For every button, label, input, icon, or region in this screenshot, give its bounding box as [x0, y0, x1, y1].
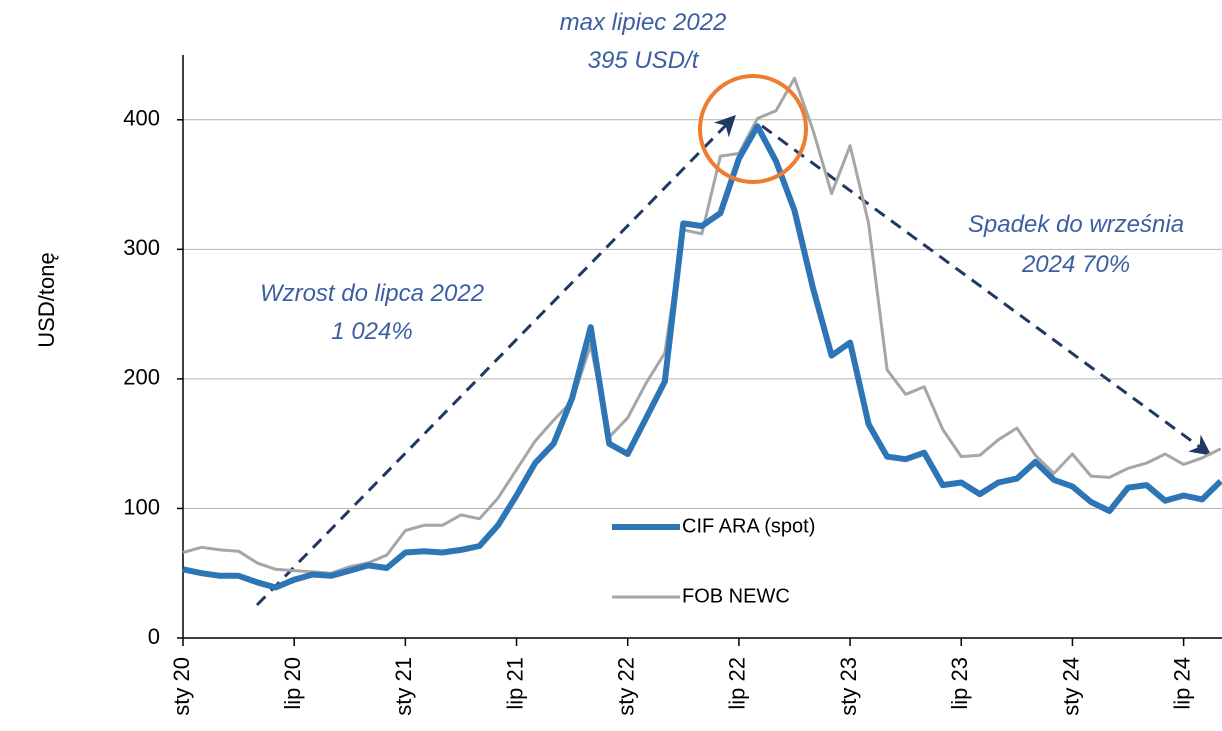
y-tick-label: 200 [123, 365, 160, 390]
annotation: Spadek do września [968, 211, 1184, 238]
x-tick-label: sty 21 [391, 657, 416, 716]
x-tick-label: lip 22 [725, 657, 750, 710]
annotation: Wzrost do lipca 2022 [260, 280, 484, 307]
x-tick-label: lip 21 [502, 657, 527, 710]
annotation: max lipiec 2022 [560, 9, 727, 36]
rise-arrow [255, 114, 736, 607]
y-tick-label: 0 [148, 624, 160, 649]
legend-label: CIF ARA (spot) [682, 515, 815, 537]
annotation: 1 024% [331, 318, 412, 345]
x-tick-label: lip 23 [947, 657, 972, 710]
x-tick-label: lip 24 [1169, 657, 1194, 710]
x-tick-label: sty 24 [1058, 657, 1083, 716]
x-tick-label: sty 23 [836, 657, 861, 716]
x-tick-label: lip 20 [280, 657, 305, 710]
y-tick-label: 300 [123, 235, 160, 260]
legend-label: FOB NEWC [682, 585, 790, 607]
series-line [182, 123, 1222, 591]
y-tick-label: 400 [123, 106, 160, 131]
y-axis-label: USD/tonę [34, 252, 59, 347]
x-tick-label: sty 20 [169, 657, 194, 716]
x-tick-label: sty 22 [614, 657, 639, 716]
plot: CIF ARA (spot) FOB NEWC [182, 76, 1222, 607]
peak-circle [698, 74, 808, 184]
series-line [182, 76, 1222, 575]
annotation: 2024 70% [1021, 251, 1130, 278]
grid: 0 100 200 300 400 sty 20 lip 20 sty 21 lip 21 sty… [123, 55, 1222, 716]
y-tick-label: 100 [123, 494, 160, 519]
fall-arrow [761, 124, 1212, 456]
annotation: 395 USD/t [588, 47, 700, 74]
